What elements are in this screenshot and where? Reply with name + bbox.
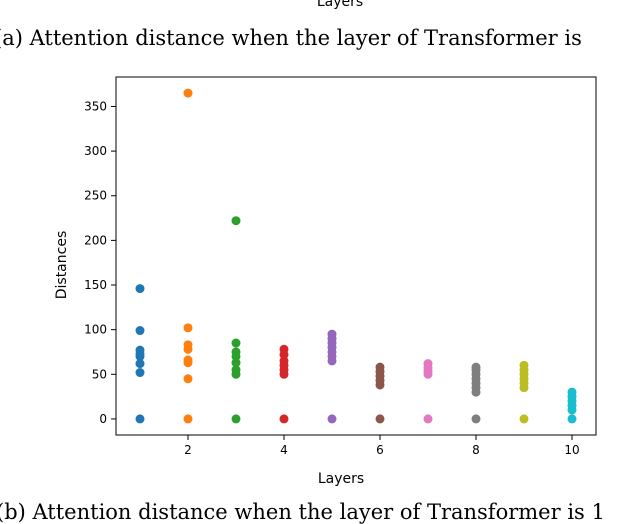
data-point [231, 338, 241, 348]
x-tick-label: 6 [376, 443, 384, 457]
data-point [519, 414, 529, 424]
data-point [183, 374, 193, 384]
x-tick-label: 4 [280, 443, 288, 457]
data-point [375, 362, 385, 372]
y-tick-label: 350 [84, 99, 107, 113]
data-point [231, 414, 241, 424]
caption-top: (a) Attention distance when the layer of… [0, 26, 582, 50]
data-point [279, 356, 289, 366]
y-tick-label: 0 [99, 412, 107, 426]
plot-border [115, 76, 597, 436]
y-tick-label: 250 [84, 189, 107, 203]
partial-top-axis-label: Layers [316, 0, 364, 10]
data-point [135, 326, 145, 336]
data-point [375, 414, 385, 424]
data-point [279, 414, 289, 424]
data-point [231, 365, 241, 375]
data-point [567, 414, 577, 424]
data-point [327, 414, 337, 424]
x-tick-label: 2 [184, 443, 192, 457]
data-point [135, 359, 145, 369]
data-point [135, 345, 145, 355]
x-tick-label: 8 [472, 443, 480, 457]
data-point [183, 340, 193, 350]
data-point [519, 360, 529, 370]
data-points [135, 88, 577, 424]
data-point [183, 355, 193, 365]
data-point [423, 359, 433, 369]
data-point [471, 362, 481, 372]
x-tick-label: 10 [564, 443, 579, 457]
data-point [279, 344, 289, 354]
y-tick-label: 100 [84, 323, 107, 337]
data-point [135, 414, 145, 424]
y-tick-label: 150 [84, 278, 107, 292]
data-point [423, 414, 433, 424]
data-point [231, 358, 241, 368]
data-point [471, 414, 481, 424]
y-tick-label: 300 [84, 144, 107, 158]
data-point [135, 368, 145, 378]
data-point [135, 284, 145, 294]
plot-frame [115, 76, 597, 436]
data-point [183, 323, 193, 333]
data-point [567, 387, 577, 397]
data-point [231, 347, 241, 357]
data-point [183, 88, 193, 98]
x-axis-label: Layers [318, 471, 364, 487]
data-point [183, 414, 193, 424]
y-axis-label: Distances [54, 231, 70, 300]
data-point [327, 329, 337, 339]
y-tick-label: 50 [92, 367, 107, 381]
data-point [231, 216, 241, 226]
caption-bottom: (b) Attention distance when the layer of… [0, 500, 605, 524]
y-tick-label: 200 [84, 233, 107, 247]
